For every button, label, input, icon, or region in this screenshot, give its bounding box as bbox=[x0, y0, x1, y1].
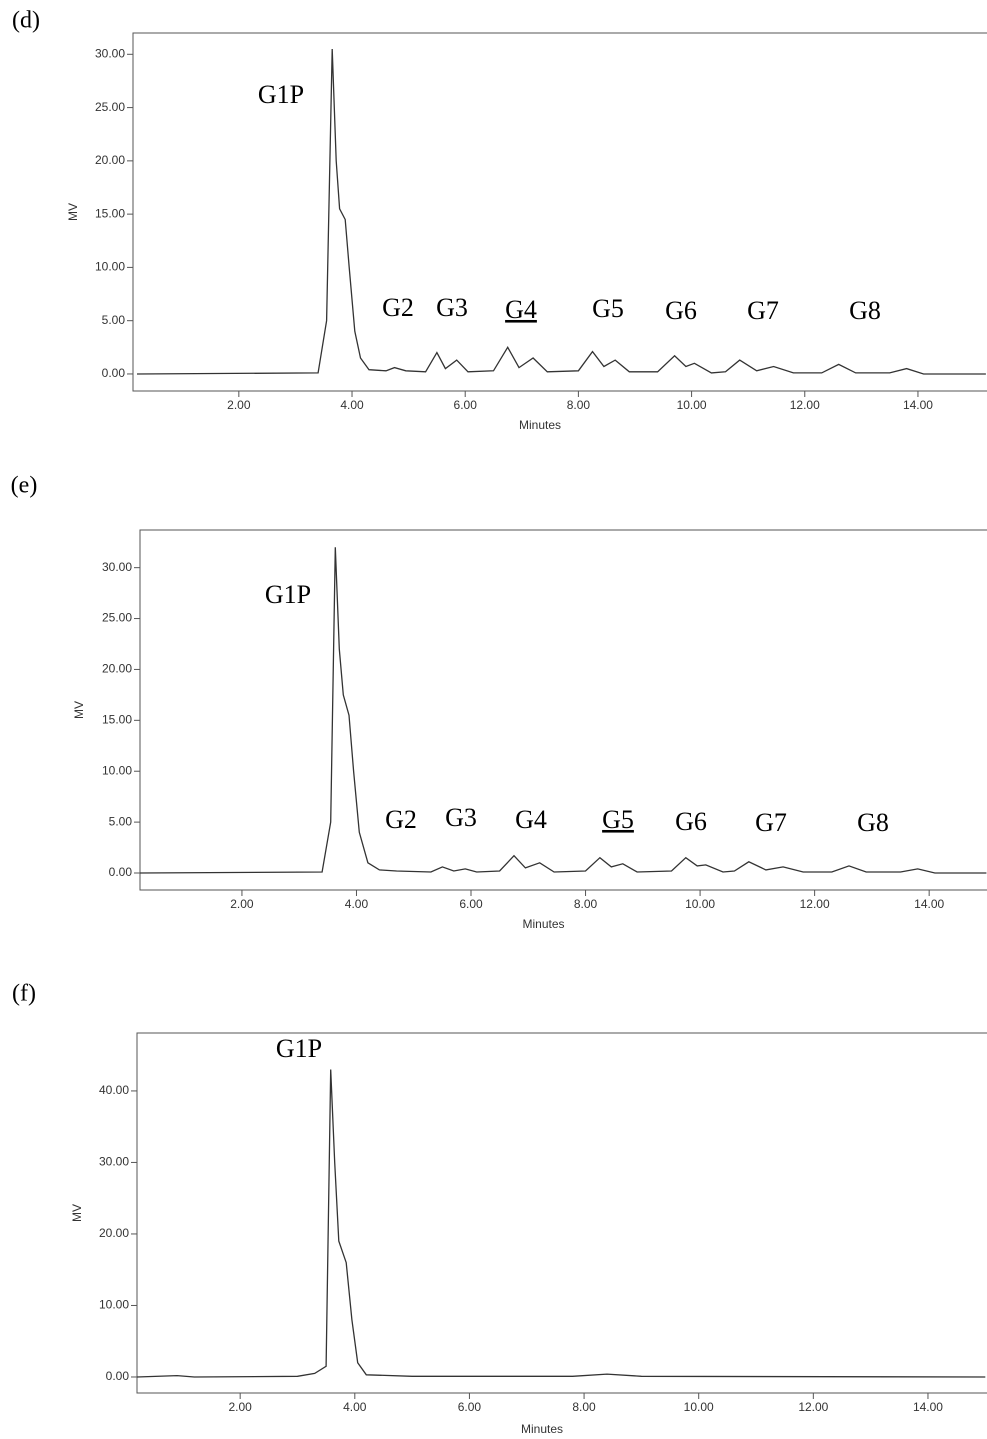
peak-label: G5 bbox=[592, 294, 624, 323]
y-tick-label: 5.00 bbox=[102, 313, 126, 327]
chromatogram-line bbox=[136, 48, 986, 375]
peak-label: G6 bbox=[675, 807, 707, 836]
x-axis-label: Minutes bbox=[522, 917, 564, 931]
y-tick-label: 0.00 bbox=[102, 366, 126, 380]
x-tick-label: 8.00 bbox=[567, 398, 591, 412]
y-tick-label: 15.00 bbox=[95, 206, 125, 220]
y-tick-label: 25.00 bbox=[95, 100, 125, 114]
x-tick-label: 4.00 bbox=[340, 398, 364, 412]
x-tick-label: 2.00 bbox=[227, 398, 251, 412]
x-tick-label: 10.00 bbox=[677, 398, 707, 412]
x-tick-label: 12.00 bbox=[790, 398, 820, 412]
plot-frame bbox=[136, 1032, 987, 1394]
peak-label: G1P bbox=[276, 1034, 322, 1063]
x-tick-label: 8.00 bbox=[574, 897, 598, 911]
chromatogram-line bbox=[136, 1069, 986, 1378]
y-tick-label: 15.00 bbox=[102, 713, 132, 727]
x-axis-label: Minutes bbox=[519, 418, 561, 432]
y-tick-label: 40.00 bbox=[99, 1083, 129, 1097]
peak-label: G5 bbox=[602, 805, 634, 834]
y-axis-label: MV bbox=[66, 203, 80, 221]
x-tick-label: 14.00 bbox=[913, 1400, 943, 1414]
y-tick-label: 30.00 bbox=[95, 46, 125, 60]
y-tick-label: 30.00 bbox=[99, 1155, 129, 1169]
plot-frame bbox=[139, 529, 987, 891]
y-tick-label: 0.00 bbox=[106, 1369, 130, 1383]
plot-frame bbox=[132, 32, 987, 392]
x-tick-label: 8.00 bbox=[572, 1400, 596, 1414]
y-tick-label: 20.00 bbox=[99, 1226, 129, 1240]
y-tick-label: 20.00 bbox=[95, 153, 125, 167]
x-tick-label: 2.00 bbox=[228, 1400, 252, 1414]
peak-label: G4 bbox=[515, 805, 547, 834]
y-tick-label: 10.00 bbox=[99, 1298, 129, 1312]
x-tick-label: 12.00 bbox=[800, 897, 830, 911]
x-axis-label: Minutes bbox=[521, 1422, 563, 1436]
chromatogram-line bbox=[139, 547, 987, 874]
x-tick-label: 14.00 bbox=[914, 897, 944, 911]
x-tick-label: 6.00 bbox=[454, 398, 478, 412]
peak-label: G1P bbox=[258, 80, 304, 109]
x-tick-label: 10.00 bbox=[685, 897, 715, 911]
y-tick-label: 25.00 bbox=[102, 611, 132, 625]
panel-label: (f) bbox=[12, 981, 36, 1007]
peak-label: G4 bbox=[505, 295, 537, 324]
y-axis-label: MV bbox=[72, 701, 86, 719]
y-tick-label: 10.00 bbox=[95, 260, 125, 274]
y-tick-label: 20.00 bbox=[102, 662, 132, 676]
peak-label: G3 bbox=[445, 803, 477, 832]
y-tick-label: 5.00 bbox=[109, 814, 133, 828]
peak-label: G7 bbox=[755, 808, 787, 837]
x-tick-label: 4.00 bbox=[345, 897, 369, 911]
y-tick-label: 10.00 bbox=[102, 763, 132, 777]
panel-label: (d) bbox=[12, 8, 40, 34]
y-tick-label: 0.00 bbox=[109, 865, 133, 879]
y-axis-label: MV bbox=[70, 1204, 84, 1222]
y-tick-label: 30.00 bbox=[102, 560, 132, 574]
peak-label: G8 bbox=[849, 296, 881, 325]
x-tick-label: 12.00 bbox=[798, 1400, 828, 1414]
peak-label: G3 bbox=[436, 293, 468, 322]
x-tick-label: 4.00 bbox=[343, 1400, 367, 1414]
x-tick-label: 6.00 bbox=[458, 1400, 482, 1414]
x-tick-label: 10.00 bbox=[684, 1400, 714, 1414]
peak-label: G8 bbox=[857, 808, 889, 837]
x-tick-label: 2.00 bbox=[230, 897, 254, 911]
peak-label: G6 bbox=[665, 296, 697, 325]
peak-label: G7 bbox=[747, 296, 779, 325]
panel-label: (e) bbox=[11, 473, 38, 499]
peak-label: G2 bbox=[382, 293, 414, 322]
x-tick-label: 6.00 bbox=[459, 897, 483, 911]
peak-label: G1P bbox=[265, 580, 311, 609]
peak-label: G2 bbox=[385, 805, 417, 834]
x-tick-label: 14.00 bbox=[903, 398, 933, 412]
